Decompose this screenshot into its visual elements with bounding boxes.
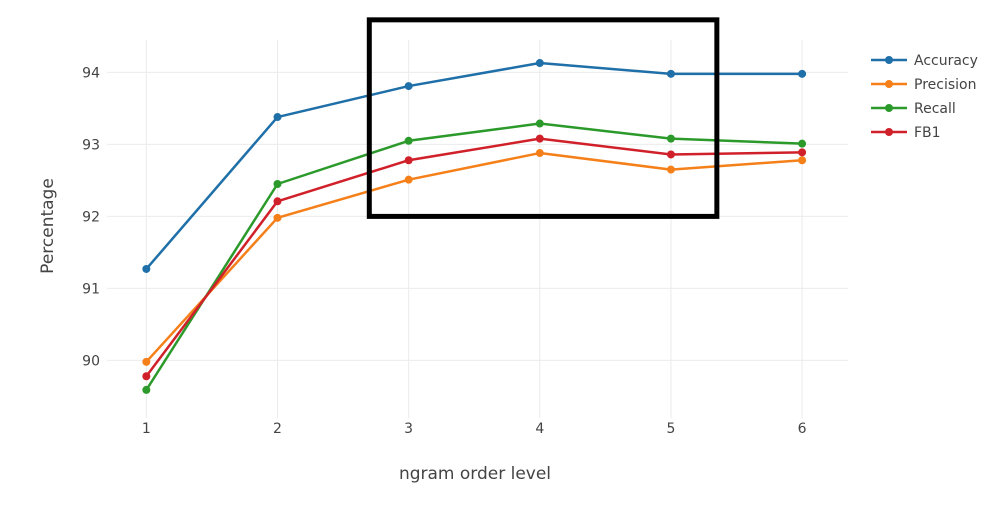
data-point-precision bbox=[535, 149, 544, 158]
highlight-box bbox=[366, 17, 720, 219]
legend-item-fb1[interactable]: FB1 bbox=[871, 125, 941, 141]
legend-swatch-marker bbox=[885, 56, 893, 64]
series-recall bbox=[142, 119, 807, 394]
legend-label: Accuracy bbox=[914, 53, 978, 69]
x-tick-label: 6 bbox=[798, 421, 807, 437]
series-line-precision bbox=[145, 151, 803, 363]
data-point-precision bbox=[273, 213, 282, 222]
data-point-accuracy bbox=[404, 82, 413, 91]
y-tick-labels: 90 91 92 93 94 bbox=[82, 65, 100, 369]
data-point-recall bbox=[142, 385, 151, 394]
legend-label: FB1 bbox=[914, 125, 941, 141]
data-point-accuracy bbox=[273, 113, 282, 122]
data-point-accuracy bbox=[666, 69, 675, 78]
data-point-fb1 bbox=[666, 150, 675, 159]
data-point-fb1 bbox=[404, 156, 413, 165]
series-lines bbox=[142, 59, 807, 394]
series-fb1 bbox=[142, 134, 807, 381]
data-point-fb1 bbox=[798, 148, 807, 157]
data-point-fb1 bbox=[273, 197, 282, 206]
y-tick-label: 94 bbox=[82, 65, 100, 81]
data-point-accuracy bbox=[535, 59, 544, 68]
data-point-recall bbox=[798, 139, 807, 148]
x-tick-label: 4 bbox=[535, 421, 544, 437]
series-accuracy bbox=[142, 59, 807, 273]
data-point-precision bbox=[666, 165, 675, 174]
data-point-recall bbox=[273, 180, 282, 188]
series-line-fb1 bbox=[145, 137, 803, 377]
legend-item-recall[interactable]: Recall bbox=[871, 101, 956, 117]
x-tick-label: 5 bbox=[666, 421, 675, 437]
data-point-recall bbox=[535, 119, 544, 128]
series-line-accuracy bbox=[145, 61, 803, 270]
legend-swatch-marker bbox=[885, 128, 893, 136]
y-tick-label: 91 bbox=[82, 281, 100, 297]
x-axis-title: ngram order level bbox=[399, 464, 551, 484]
data-point-recall bbox=[666, 134, 675, 143]
data-point-precision bbox=[142, 357, 151, 366]
legend-item-precision[interactable]: Precision bbox=[871, 77, 976, 93]
y-tick-label: 90 bbox=[82, 353, 100, 369]
x-tick-label: 1 bbox=[142, 421, 151, 437]
legend-label: Precision bbox=[914, 77, 976, 93]
legend-label: Recall bbox=[914, 101, 956, 117]
data-point-precision bbox=[404, 175, 413, 184]
y-tick-label: 92 bbox=[82, 209, 100, 225]
x-tick-labels: 1 2 3 4 5 6 bbox=[142, 421, 807, 437]
data-point-precision bbox=[798, 156, 807, 165]
series-line-recall bbox=[145, 122, 803, 391]
legend-item-accuracy[interactable]: Accuracy bbox=[871, 53, 978, 69]
x-tick-label: 2 bbox=[273, 421, 282, 437]
data-point-accuracy bbox=[798, 69, 807, 78]
legend-swatch-marker bbox=[885, 104, 893, 112]
data-point-fb1 bbox=[142, 372, 151, 381]
x-tick-label: 3 bbox=[404, 421, 413, 437]
legend: Accuracy Precision Recall FB1 bbox=[871, 53, 978, 141]
series-precision bbox=[142, 149, 807, 366]
legend-swatch-marker bbox=[885, 80, 893, 88]
data-point-accuracy bbox=[142, 264, 151, 273]
highlight-box-layer bbox=[366, 17, 720, 219]
y-axis-title: Percentage bbox=[38, 178, 58, 274]
data-point-recall bbox=[404, 136, 413, 145]
grid bbox=[107, 40, 848, 418]
y-tick-label: 93 bbox=[82, 137, 100, 153]
data-point-fb1 bbox=[535, 134, 544, 143]
